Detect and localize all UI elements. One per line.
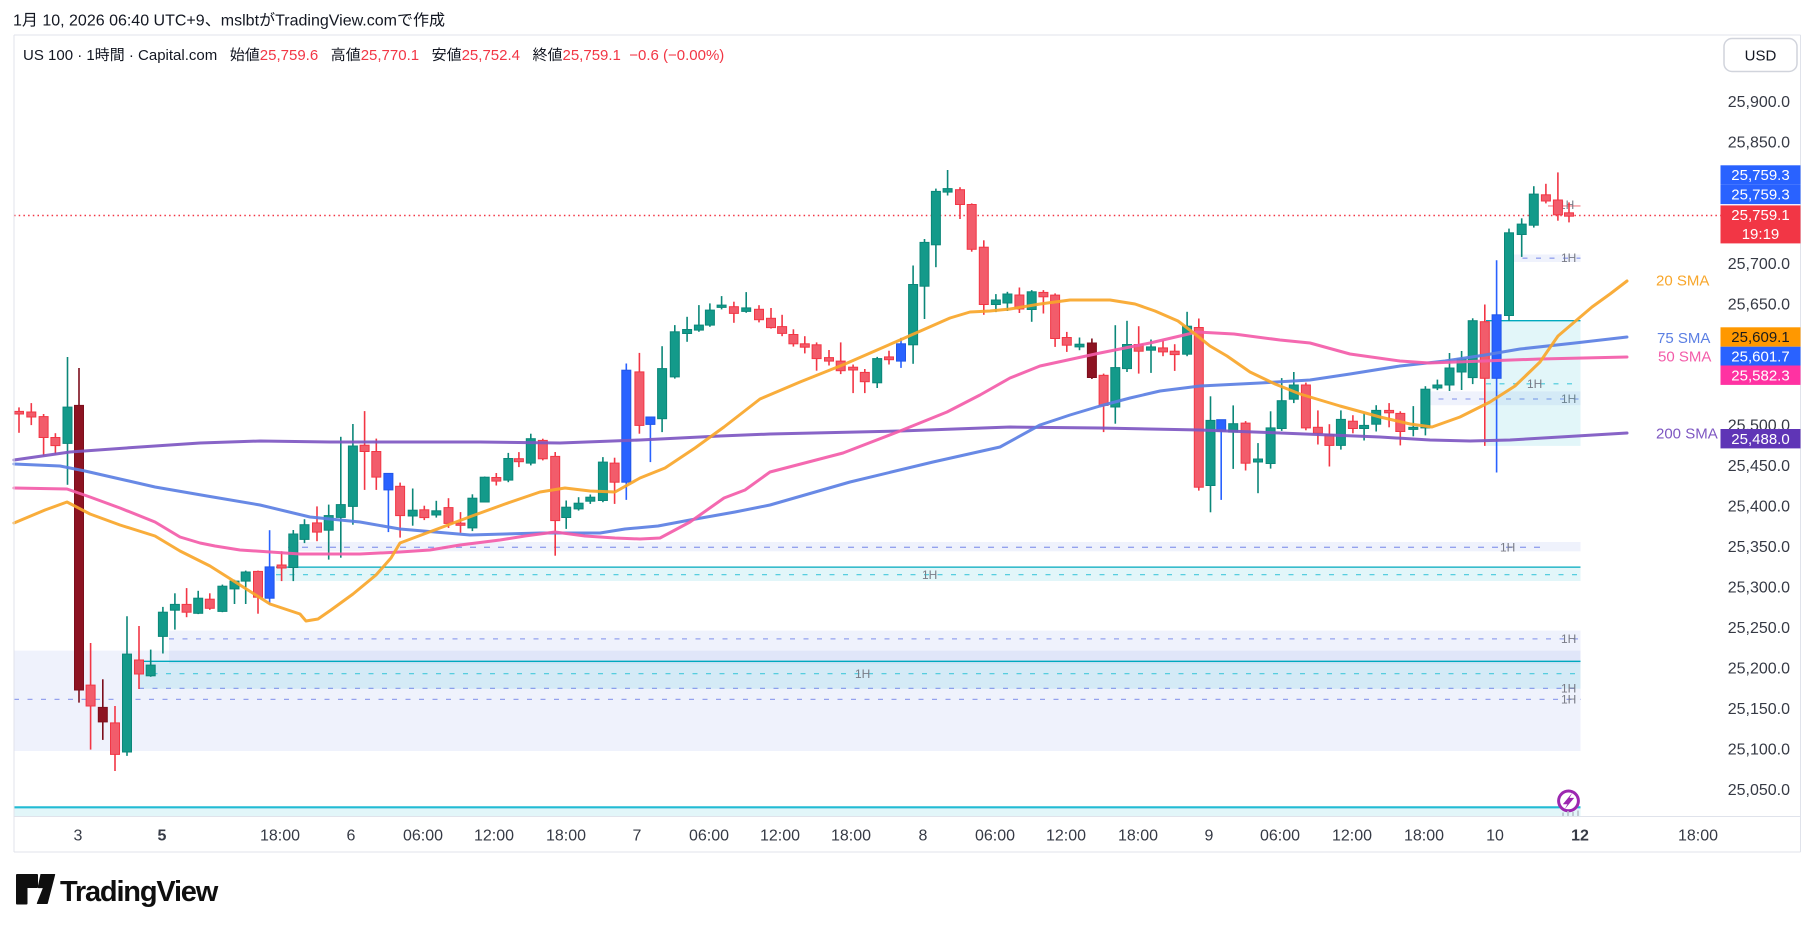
svg-text:18:00: 18:00 (1404, 828, 1444, 845)
svg-text:12:00: 12:00 (1046, 828, 1086, 845)
svg-text:25,450.0: 25,450.0 (1728, 458, 1790, 475)
svg-text:25,350.0: 25,350.0 (1728, 539, 1790, 556)
svg-text:1H: 1H (855, 667, 870, 681)
svg-text:18:00: 18:00 (831, 828, 871, 845)
svg-text:06:00: 06:00 (403, 828, 443, 845)
svg-text:8: 8 (919, 828, 928, 845)
svg-text:25,100.0: 25,100.0 (1728, 742, 1790, 759)
svg-text:25,250.0: 25,250.0 (1728, 620, 1790, 637)
svg-text:06:00: 06:00 (689, 828, 729, 845)
svg-text:mslbt: mslbt (221, 13, 260, 30)
svg-text:25,770.1: 25,770.1 (361, 47, 432, 64)
svg-text:12:00: 12:00 (760, 828, 800, 845)
svg-text:25,759.6: 25,759.6 (260, 47, 331, 64)
svg-text:18:00: 18:00 (1678, 828, 1718, 845)
svg-text:200 SMA: 200 SMA (1656, 426, 1718, 443)
svg-text:20 SMA: 20 SMA (1656, 273, 1709, 290)
svg-text:10, 2026 06:40 UTC+9: 10, 2026 06:40 UTC+9 (38, 13, 205, 30)
svg-text:7: 7 (633, 828, 642, 845)
svg-text:25,150.0: 25,150.0 (1728, 701, 1790, 718)
svg-text:06:00: 06:00 (975, 828, 1015, 845)
svg-text:6: 6 (347, 828, 356, 845)
svg-text:25,488.0: 25,488.0 (1731, 431, 1789, 448)
svg-text:TradingView: TradingView (60, 876, 219, 908)
svg-text:1H: 1H (1561, 692, 1576, 706)
svg-text:12:00: 12:00 (1332, 828, 1372, 845)
svg-text:25,700.0: 25,700.0 (1728, 256, 1790, 273)
svg-text:25,759.3: 25,759.3 (1731, 167, 1789, 184)
svg-text:25,752.4: 25,752.4 (462, 47, 533, 64)
svg-text:10: 10 (1486, 828, 1504, 845)
svg-text:25,050.0: 25,050.0 (1728, 782, 1790, 799)
svg-text:25,650.0: 25,650.0 (1728, 296, 1790, 313)
svg-text:25,759.1: 25,759.1 (1731, 207, 1789, 224)
svg-text:25,300.0: 25,300.0 (1728, 580, 1790, 597)
svg-text:1H: 1H (1527, 377, 1542, 391)
svg-text:25,400.0: 25,400.0 (1728, 499, 1790, 516)
svg-text:50 SMA: 50 SMA (1658, 349, 1711, 366)
svg-text:25,759.1 −0.6 (−0.00%): 25,759.1 −0.6 (−0.00%) (563, 47, 725, 64)
svg-text:USD: USD (1745, 48, 1777, 65)
svg-text:1H: 1H (922, 568, 937, 582)
svg-text:19:19: 19:19 (1742, 226, 1780, 243)
svg-text:25,582.3: 25,582.3 (1731, 367, 1789, 384)
svg-text:1H: 1H (1561, 681, 1576, 695)
svg-text:25,900.0: 25,900.0 (1728, 94, 1790, 111)
svg-text:US 100 · 1: US 100 · 1 (23, 47, 95, 64)
svg-text:1H: 1H (1561, 632, 1576, 646)
svg-text:1: 1 (13, 13, 22, 30)
svg-text:06:00: 06:00 (1260, 828, 1300, 845)
svg-text:9: 9 (1205, 828, 1214, 845)
svg-text:25,759.3: 25,759.3 (1731, 187, 1789, 204)
svg-text:1H: 1H (1561, 392, 1576, 406)
svg-text:5: 5 (158, 828, 167, 845)
svg-text:25,601.7: 25,601.7 (1731, 349, 1789, 366)
svg-text:1H: 1H (1561, 251, 1576, 265)
svg-text:12: 12 (1571, 828, 1589, 845)
svg-text:18:00: 18:00 (546, 828, 586, 845)
svg-text:75 SMA: 75 SMA (1657, 330, 1710, 347)
svg-text:18:00: 18:00 (260, 828, 300, 845)
svg-text:TradingView.com: TradingView.com (275, 13, 397, 30)
svg-text:1H: 1H (1500, 540, 1515, 554)
svg-text:18:00: 18:00 (1118, 828, 1158, 845)
svg-text:12:00: 12:00 (474, 828, 514, 845)
svg-text:25,200.0: 25,200.0 (1728, 661, 1790, 678)
svg-text:3: 3 (74, 828, 83, 845)
svg-text:25,850.0: 25,850.0 (1728, 134, 1790, 151)
svg-text:· Capital.com: · Capital.com (125, 47, 230, 64)
svg-text:25,609.1: 25,609.1 (1731, 329, 1789, 346)
